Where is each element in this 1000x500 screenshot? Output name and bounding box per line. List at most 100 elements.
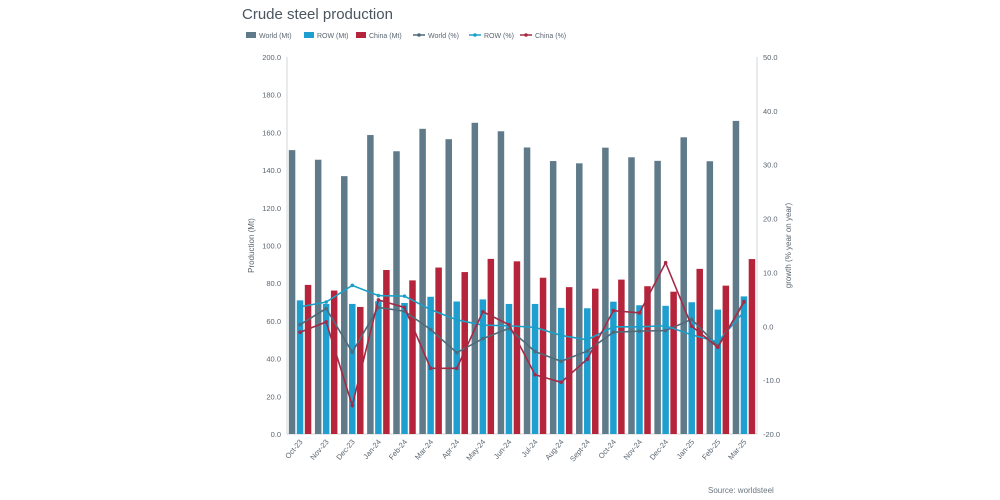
legend-label: ROW (%): [484, 33, 514, 40]
y-left-tick-label: 160.0: [262, 128, 281, 137]
y-left-tick-label: 40.0: [266, 355, 281, 364]
line-world: [299, 302, 745, 363]
legend-item: ROW (Mt): [304, 32, 349, 40]
y-left-tick-label: 180.0: [262, 91, 281, 100]
x-tick-label: Jan-25: [675, 438, 697, 461]
line-point: [637, 311, 642, 315]
line-point: [742, 299, 746, 304]
x-tick-label: Jun-24: [492, 438, 514, 461]
y-left-tick-label: 0.0: [271, 430, 281, 439]
y-right-tick-label: 10.0: [763, 268, 778, 277]
bar-world-mt: [523, 147, 531, 435]
line-point: [533, 372, 537, 377]
bar-world-mt: [576, 163, 583, 434]
bar-china-mt: [539, 277, 547, 434]
y-left-axis-title: Production (Mt): [247, 218, 256, 273]
bar-china-mt: [513, 261, 521, 434]
x-tick-label: Feb-24: [387, 438, 409, 462]
x-tick-label: Feb-25: [700, 438, 722, 462]
x-tick-label: Mar-24: [413, 438, 435, 462]
bar-china-mt: [565, 287, 573, 434]
legend-marker: [524, 33, 528, 37]
y-right-tick-label: 20.0: [763, 215, 778, 224]
bar-china-mt: [618, 279, 625, 434]
x-tick-label: Oct-24: [597, 438, 618, 461]
x-tick-label: Sept-24: [568, 438, 592, 464]
line-point: [559, 359, 563, 364]
y-left-tick-label: 120.0: [262, 204, 281, 213]
y-right-tick-label: 30.0: [763, 161, 778, 170]
bar-world-mt: [471, 122, 479, 434]
line-point: [428, 327, 433, 332]
bar-china-mt: [592, 288, 599, 434]
legend-item: ROW (%): [469, 33, 514, 40]
legend-item: China (%): [520, 33, 566, 40]
line-point: [350, 350, 355, 354]
legend-label: ROW (Mt): [317, 33, 349, 40]
y-left-tick-label: 100.0: [262, 242, 281, 251]
legend-label: China (%): [535, 33, 566, 40]
legend-marker: [417, 33, 421, 37]
bar-row-mt: [375, 301, 382, 434]
bar-world-mt: [628, 157, 635, 435]
line-point: [585, 349, 590, 353]
y-right-tick-label: 50.0: [763, 53, 778, 62]
legend-label: World (%): [428, 33, 459, 40]
bar-row-mt: [479, 299, 487, 434]
bar-china-mt: [487, 258, 495, 434]
y-left-tick-label: 20.0: [266, 392, 281, 401]
bar-row-mt: [714, 309, 722, 434]
legend-item: World (Mt): [246, 32, 292, 40]
line-point: [454, 350, 459, 355]
bar-world-mt: [341, 176, 348, 434]
line-point: [689, 333, 694, 337]
bar-world-mt: [445, 139, 452, 434]
bar-row-mt: [322, 303, 330, 434]
bar-china-mt: [722, 285, 730, 434]
line-row: [299, 284, 745, 343]
line-point: [533, 349, 537, 354]
x-tick-label: Aug-24: [543, 438, 565, 462]
line-point: [689, 324, 694, 329]
line-point: [663, 328, 668, 333]
legend-swatch: [246, 32, 256, 38]
line-point: [559, 380, 563, 385]
bar-row-mt: [584, 308, 591, 434]
x-tick-label: May-24: [464, 438, 487, 463]
legend-item: China (Mt): [356, 32, 402, 40]
line-point: [324, 320, 328, 324]
legend-item: World (%): [413, 33, 459, 40]
line-point: [559, 333, 563, 338]
x-tick-label: Jan-24: [361, 438, 383, 461]
y-right-tick-label: 0.0: [763, 322, 773, 331]
line-point: [689, 317, 694, 322]
bar-row-mt: [688, 302, 695, 434]
bar-row-mt: [662, 305, 669, 434]
bar-row-mt: [636, 305, 643, 434]
bar-row-mt: [349, 303, 356, 434]
bar-china-mt: [696, 268, 703, 434]
bar-row-mt: [610, 301, 617, 434]
chart-title: Crude steel production: [242, 6, 393, 23]
line-point: [637, 325, 642, 329]
line-point: [350, 283, 355, 288]
line-point: [507, 322, 511, 327]
bar-row-mt: [740, 296, 748, 434]
x-tick-label: Dec-23: [334, 438, 356, 462]
bar-world-mt: [680, 137, 687, 434]
line-point: [428, 307, 433, 312]
line-point: [611, 325, 616, 329]
line-point: [454, 318, 459, 322]
line-point: [611, 330, 616, 335]
bar-row-mt: [401, 302, 408, 434]
bar-row-mt: [505, 303, 513, 434]
x-tick-label: Apr-24: [440, 438, 461, 461]
bar-row-mt: [296, 300, 304, 434]
line-point: [376, 298, 381, 302]
line-point: [533, 325, 537, 330]
source-note: Source: worldsteel: [708, 486, 774, 495]
bar-world-mt: [654, 160, 661, 434]
x-tick-label: Nov-23: [308, 438, 330, 462]
bar-world-mt: [288, 150, 296, 434]
